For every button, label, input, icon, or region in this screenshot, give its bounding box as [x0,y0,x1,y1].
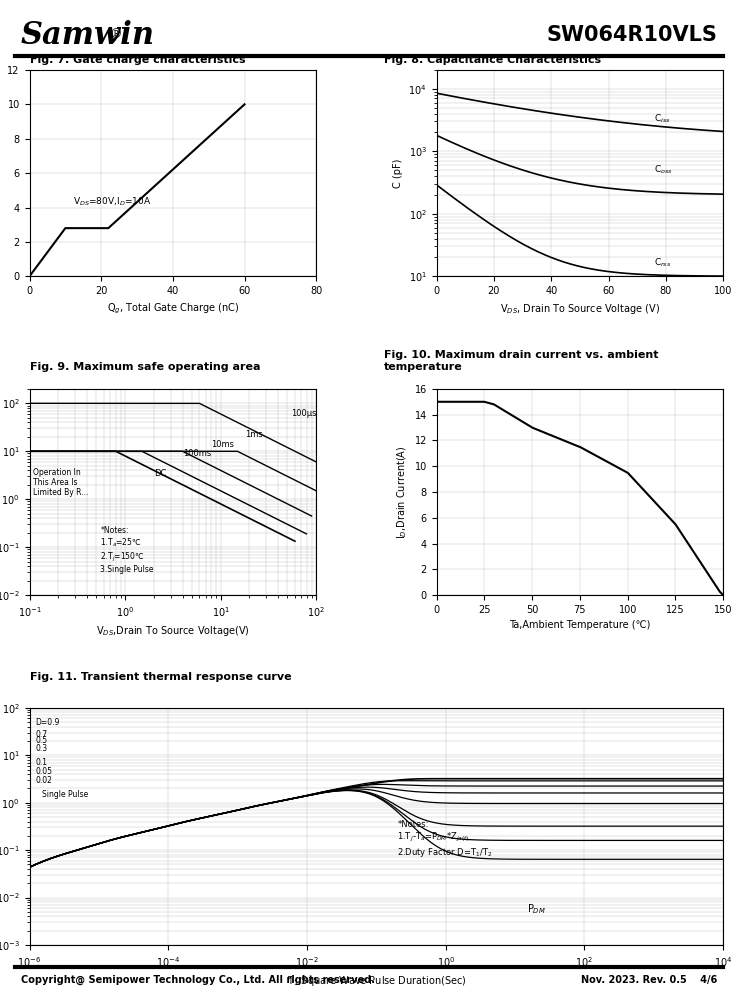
Text: Fig. 10. Maximum drain current vs. ambient
temperature: Fig. 10. Maximum drain current vs. ambie… [384,350,658,372]
Text: 0.5: 0.5 [35,736,47,745]
Text: P$_{DM}$: P$_{DM}$ [528,902,546,916]
Text: 0.7: 0.7 [35,730,47,739]
Text: V$_{DS}$=80V,I$_D$=10A: V$_{DS}$=80V,I$_D$=10A [72,195,151,208]
Text: 0.05: 0.05 [35,767,52,776]
Text: *Notes:
1.T$_j$-T$_a$=P$_{DM}$*Z$_{ja(t)}$
2.Duty Factor D=T$_1$/T$_2$: *Notes: 1.T$_j$-T$_a$=P$_{DM}$*Z$_{ja(t)… [397,820,493,859]
Text: 0.1: 0.1 [35,758,47,767]
Text: DC: DC [154,469,166,478]
Text: Fig. 7. Gate charge characteristics: Fig. 7. Gate charge characteristics [30,55,245,65]
Text: Copyright@ Semipower Technology Co., Ltd. All rights reserved.: Copyright@ Semipower Technology Co., Ltd… [21,975,375,985]
Text: 100μs: 100μs [292,409,317,418]
X-axis label: Ta,Ambient Temperature (℃): Ta,Ambient Temperature (℃) [509,620,651,630]
Text: 0.02: 0.02 [35,776,52,785]
Text: *Notes:
1.T$_a$=25℃
2.T$_j$=150℃
3.Single Pulse: *Notes: 1.T$_a$=25℃ 2.T$_j$=150℃ 3.Singl… [100,526,154,574]
Text: 0.3: 0.3 [35,744,47,753]
X-axis label: V$_{DS}$,Drain To Source Voltage(V): V$_{DS}$,Drain To Source Voltage(V) [96,624,249,638]
Text: Single Pulse: Single Pulse [42,790,88,799]
Y-axis label: V$_{GS}$, Gate To Source Voltage(V): V$_{GS}$, Gate To Source Voltage(V) [0,96,2,250]
X-axis label: V$_{DS}$, Drain To Source Voltage (V): V$_{DS}$, Drain To Source Voltage (V) [500,302,660,316]
Y-axis label: I$_D$,Drain Current(A): I$_D$,Drain Current(A) [396,445,409,539]
Text: Fig. 9. Maximum safe operating area: Fig. 9. Maximum safe operating area [30,362,260,372]
Text: Nov. 2023. Rev. 0.5    4/6: Nov. 2023. Rev. 0.5 4/6 [581,975,717,985]
Text: C$_{rss}$: C$_{rss}$ [655,256,672,269]
Text: Fig. 11. Transient thermal response curve: Fig. 11. Transient thermal response curv… [30,672,292,682]
Text: C$_{oss}$: C$_{oss}$ [655,164,673,176]
Text: 100ms: 100ms [182,449,211,458]
Text: 1ms: 1ms [245,430,263,439]
Text: ®: ® [109,28,122,41]
X-axis label: T$_1$,Square Wave Pulse Duration(Sec): T$_1$,Square Wave Pulse Duration(Sec) [286,974,466,988]
Text: Fig. 8. Capacitance Characteristics: Fig. 8. Capacitance Characteristics [384,55,601,65]
Text: Operation In
This Area Is
Limited By R...: Operation In This Area Is Limited By R..… [33,468,89,497]
Text: 10ms: 10ms [211,440,235,449]
Y-axis label: C (pF): C (pF) [393,158,403,188]
Text: Samwin: Samwin [21,19,155,50]
Text: C$_{iss}$: C$_{iss}$ [655,112,671,125]
X-axis label: Q$_g$, Total Gate Charge (nC): Q$_g$, Total Gate Charge (nC) [106,302,239,316]
Text: SW064R10VLS: SW064R10VLS [546,25,717,45]
Text: D=0.9: D=0.9 [35,718,59,727]
